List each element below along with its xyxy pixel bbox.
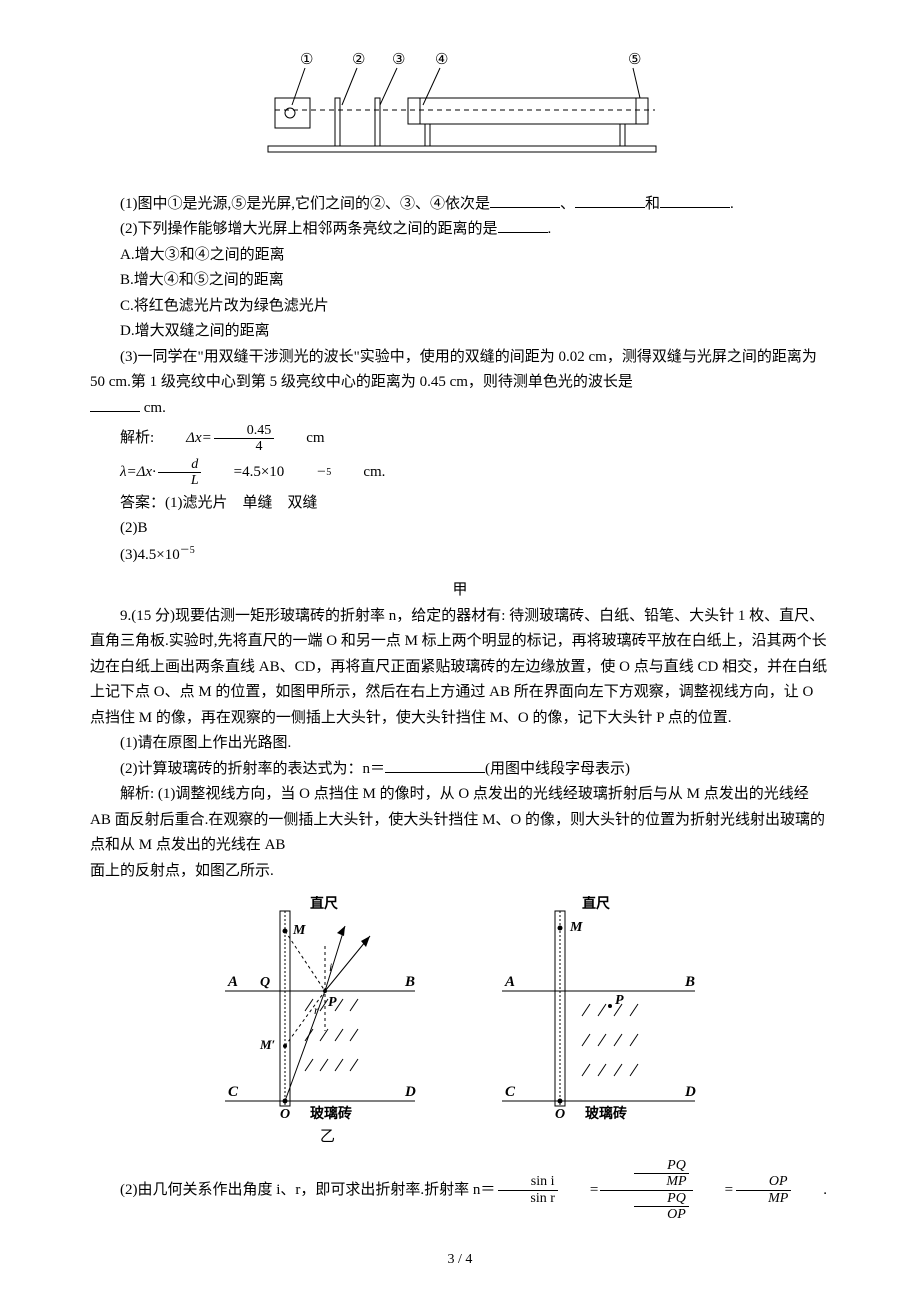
- label-2: ②: [352, 52, 365, 68]
- svg-text:C: C: [228, 1084, 239, 1100]
- svg-text:A: A: [504, 974, 515, 990]
- q3-solution-eq2: λ=Δx· dL =4.5×10－5 cm.: [90, 457, 830, 489]
- q9-solution-cont: 面上的反射点，如图乙所示.: [90, 859, 830, 885]
- page-number: 3 / 4: [90, 1248, 830, 1272]
- svg-text:M′: M′: [259, 1037, 276, 1052]
- svg-text:i: i: [329, 960, 332, 974]
- q3-stem: (3)一同学在"用双缝干涉测光的波长"实验中，使用的双缝的间距为 0.02 cm…: [90, 345, 830, 422]
- diagram-yi: 直尺 M A B Q C D O 玻璃砖 M′ P: [210, 896, 440, 1146]
- svg-text:C: C: [505, 1084, 516, 1100]
- q9-stem: 9.(15 分)现要估测一矩形玻璃砖的折射率 n，给定的器材有: 待测玻璃砖、白…: [90, 604, 830, 732]
- svg-text:D: D: [684, 1084, 696, 1100]
- svg-text:Q: Q: [260, 975, 270, 990]
- q9-sub2: (2)计算玻璃砖的折射率的表达式为：n＝(用图中线段字母表示): [90, 757, 830, 783]
- svg-text:玻璃砖: 玻璃砖: [310, 1105, 352, 1122]
- svg-text:M: M: [569, 920, 583, 935]
- q3-solution-eq1: 解析: Δx= 0.454 cm: [90, 423, 830, 455]
- svg-text:M: M: [292, 923, 306, 938]
- q1-stem: (1)图中①是光源,⑤是光屏,它们之间的②、③、④依次是、和.: [90, 192, 830, 218]
- svg-text:O: O: [555, 1107, 565, 1122]
- glass-brick-diagrams: 直尺 M A B Q C D O 玻璃砖 M′ P: [90, 896, 830, 1146]
- q2-option-a: A.增大③和④之间的距离: [90, 243, 830, 269]
- svg-text:B: B: [404, 974, 415, 990]
- svg-text:玻璃砖: 玻璃砖: [585, 1105, 627, 1122]
- q9-sub1: (1)请在原图上作出光路图.: [90, 731, 830, 757]
- svg-text:直尺: 直尺: [582, 896, 610, 912]
- label-4: ④: [435, 52, 448, 68]
- svg-text:A: A: [227, 974, 238, 990]
- svg-text:P: P: [615, 993, 624, 1008]
- q2-option-b: B.增大④和⑤之间的距离: [90, 268, 830, 294]
- q2-stem: (2)下列操作能够增大光屏上相邻两条亮纹之间的距离的是.: [90, 217, 830, 243]
- label-1: ①: [300, 52, 313, 68]
- ruler-label: 直尺: [310, 896, 338, 912]
- svg-text:B: B: [684, 974, 695, 990]
- q3-answer-1: 答案：(1)滤光片 单缝 双缝: [90, 491, 830, 517]
- q9-solution: 解析: (1)调整视线方向，当 O 点挡住 M 的像时，从 O 点发出的光线经玻…: [90, 782, 830, 859]
- diagram-jia: 直尺 M A B C D O P 玻璃砖: [490, 896, 710, 1126]
- label-5: ⑤: [628, 52, 641, 68]
- svg-text:r: r: [314, 1003, 319, 1017]
- svg-text:O: O: [280, 1107, 290, 1122]
- q3-answer-2: (2)B: [90, 516, 830, 542]
- caption-jia: 甲: [90, 578, 830, 604]
- label-3: ③: [392, 52, 405, 68]
- q3-answer-3: (3)4.5×10－5: [90, 542, 830, 569]
- experiment-apparatus-diagram: ① ② ③ ④ ⑤: [90, 50, 830, 180]
- svg-text:乙: 乙: [320, 1129, 335, 1145]
- q2-option-c: C.将红色滤光片改为绿色滤光片: [90, 294, 830, 320]
- q9-part2-equation: (2)由几何关系作出角度 i、r，即可求出折射率.折射率 n＝ sin isin…: [90, 1158, 830, 1223]
- q2-option-d: D.增大双缝之间的距离: [90, 319, 830, 345]
- svg-text:D: D: [404, 1084, 416, 1100]
- svg-text:P: P: [328, 995, 337, 1010]
